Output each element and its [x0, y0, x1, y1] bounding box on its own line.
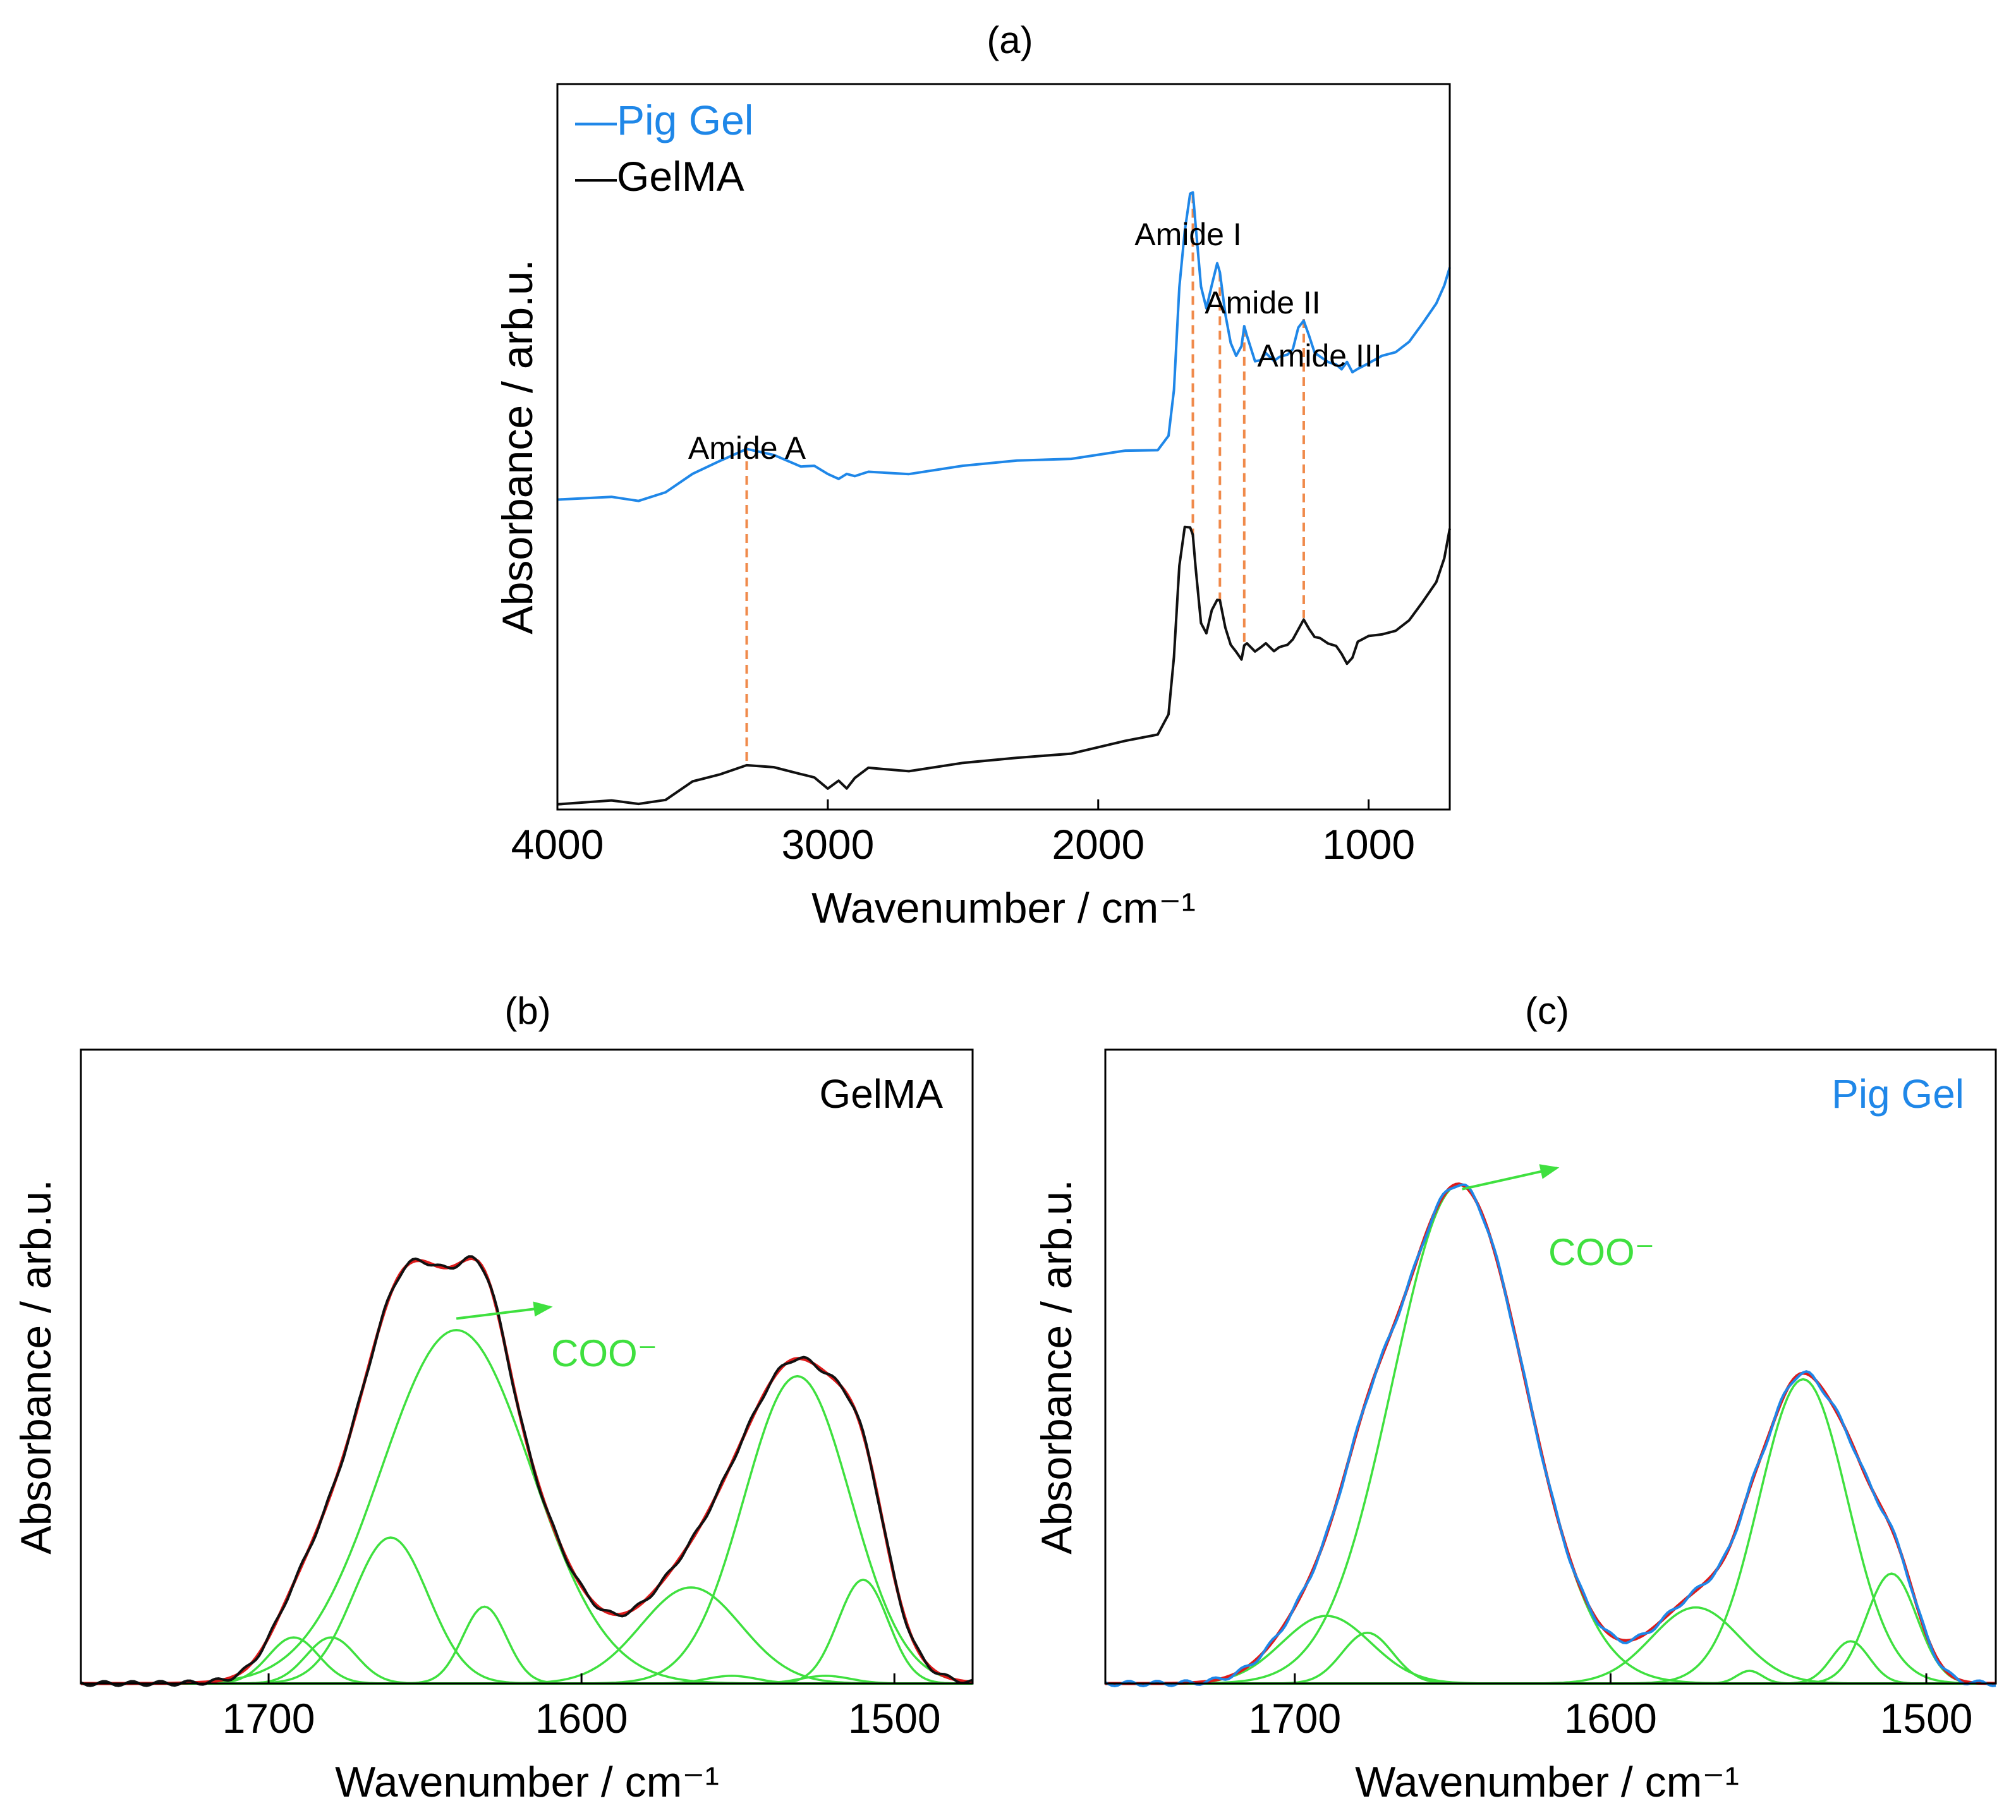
panel-c-label: (c) [1525, 990, 1569, 1032]
a-x-axis-label: Wavenumber / cm⁻¹ [811, 884, 1196, 932]
b-x-ticks: 1700 1600 1500 [222, 1673, 941, 1742]
c-tick-label-1500: 1500 [1880, 1695, 1973, 1742]
amide-iii-label: Amide III [1257, 338, 1381, 373]
amide-a-label: Amide A [688, 430, 806, 466]
c-arrow-head [1539, 1164, 1560, 1179]
a-tick-label-2000: 2000 [1052, 821, 1145, 868]
panel-a: (a) 4000 3000 2000 1000 Wavenumber / cm⁻¹ A… [494, 19, 1451, 932]
a-tick-label-4000: 4000 [511, 821, 604, 868]
panel-b-label: (b) [504, 990, 550, 1032]
series-line-gelma [557, 525, 1451, 806]
panel-c: (c) 1700 1600 1500 Wavenumber / cm⁻¹ Absor… [1033, 990, 1997, 1806]
a-series-lines [557, 191, 1451, 806]
b-arrow-head [533, 1301, 553, 1317]
panel-b: (b) 1700 1600 1500 Wavenumber / cm⁻¹ Absor… [12, 990, 974, 1806]
b-y-axis-label: Absorbance / arb.u. [12, 1179, 60, 1554]
b-component-1565 [81, 1586, 973, 1685]
b-x-axis-label: Wavenumber / cm⁻¹ [335, 1758, 719, 1806]
a-y-axis-label: Absorbance / arb.u. [494, 259, 542, 634]
b-tick-label-1600: 1600 [535, 1695, 628, 1742]
c-tick-label-1700: 1700 [1248, 1695, 1341, 1742]
c-component-1524 [1105, 1640, 1996, 1685]
b-coo-label: COO⁻ [551, 1332, 657, 1374]
c-sample-label: Pig Gel [1831, 1071, 1964, 1117]
c-x-ticks: 1700 1600 1500 [1248, 1673, 1972, 1742]
amide-i-label: Amide I [1134, 217, 1242, 252]
b-coo-arrow [456, 1301, 553, 1320]
b-measured-spectrum [80, 1255, 973, 1687]
a-tick-label-1000: 1000 [1322, 821, 1415, 868]
c-component-1539 [1105, 1378, 1996, 1685]
c-measured-spectrum [1105, 1183, 1996, 1688]
a-tick-label-3000: 3000 [781, 821, 874, 868]
series-line-pig-gel [557, 191, 1451, 502]
panel-b-frame [80, 1048, 974, 1685]
panel-a-frame [556, 83, 1451, 811]
c-component-1511 [1105, 1572, 1996, 1685]
c-x-axis-label: Wavenumber / cm⁻¹ [1355, 1758, 1739, 1806]
c-coo-arrow [1462, 1164, 1560, 1191]
b-sample-label: GelMA [819, 1071, 943, 1117]
b-component-1510 [81, 1579, 973, 1685]
c-y-axis-label: Absorbance / arb.u. [1033, 1179, 1081, 1554]
c-tick-label-1600: 1600 [1564, 1695, 1657, 1742]
a-guide-lines [745, 194, 1305, 763]
b-tick-label-1700: 1700 [222, 1695, 315, 1742]
panel-a-label: (a) [987, 19, 1033, 61]
legend-gelma: —GelMA [575, 153, 744, 200]
b-component-1661 [81, 1536, 973, 1685]
c-coo-label: COO⁻ [1548, 1231, 1655, 1273]
a-x-ticks: 4000 3000 2000 1000 [511, 799, 1415, 868]
c-component-1677 [1105, 1632, 1996, 1685]
amide-ii-label: Amide II [1205, 285, 1320, 320]
b-fit-curves [80, 1255, 973, 1687]
panel-c-frame [1104, 1048, 1997, 1685]
b-tick-label-1500: 1500 [848, 1695, 941, 1742]
legend-pig-gel: —Pig Gel [575, 97, 753, 143]
b-component-1531 [81, 1374, 973, 1685]
